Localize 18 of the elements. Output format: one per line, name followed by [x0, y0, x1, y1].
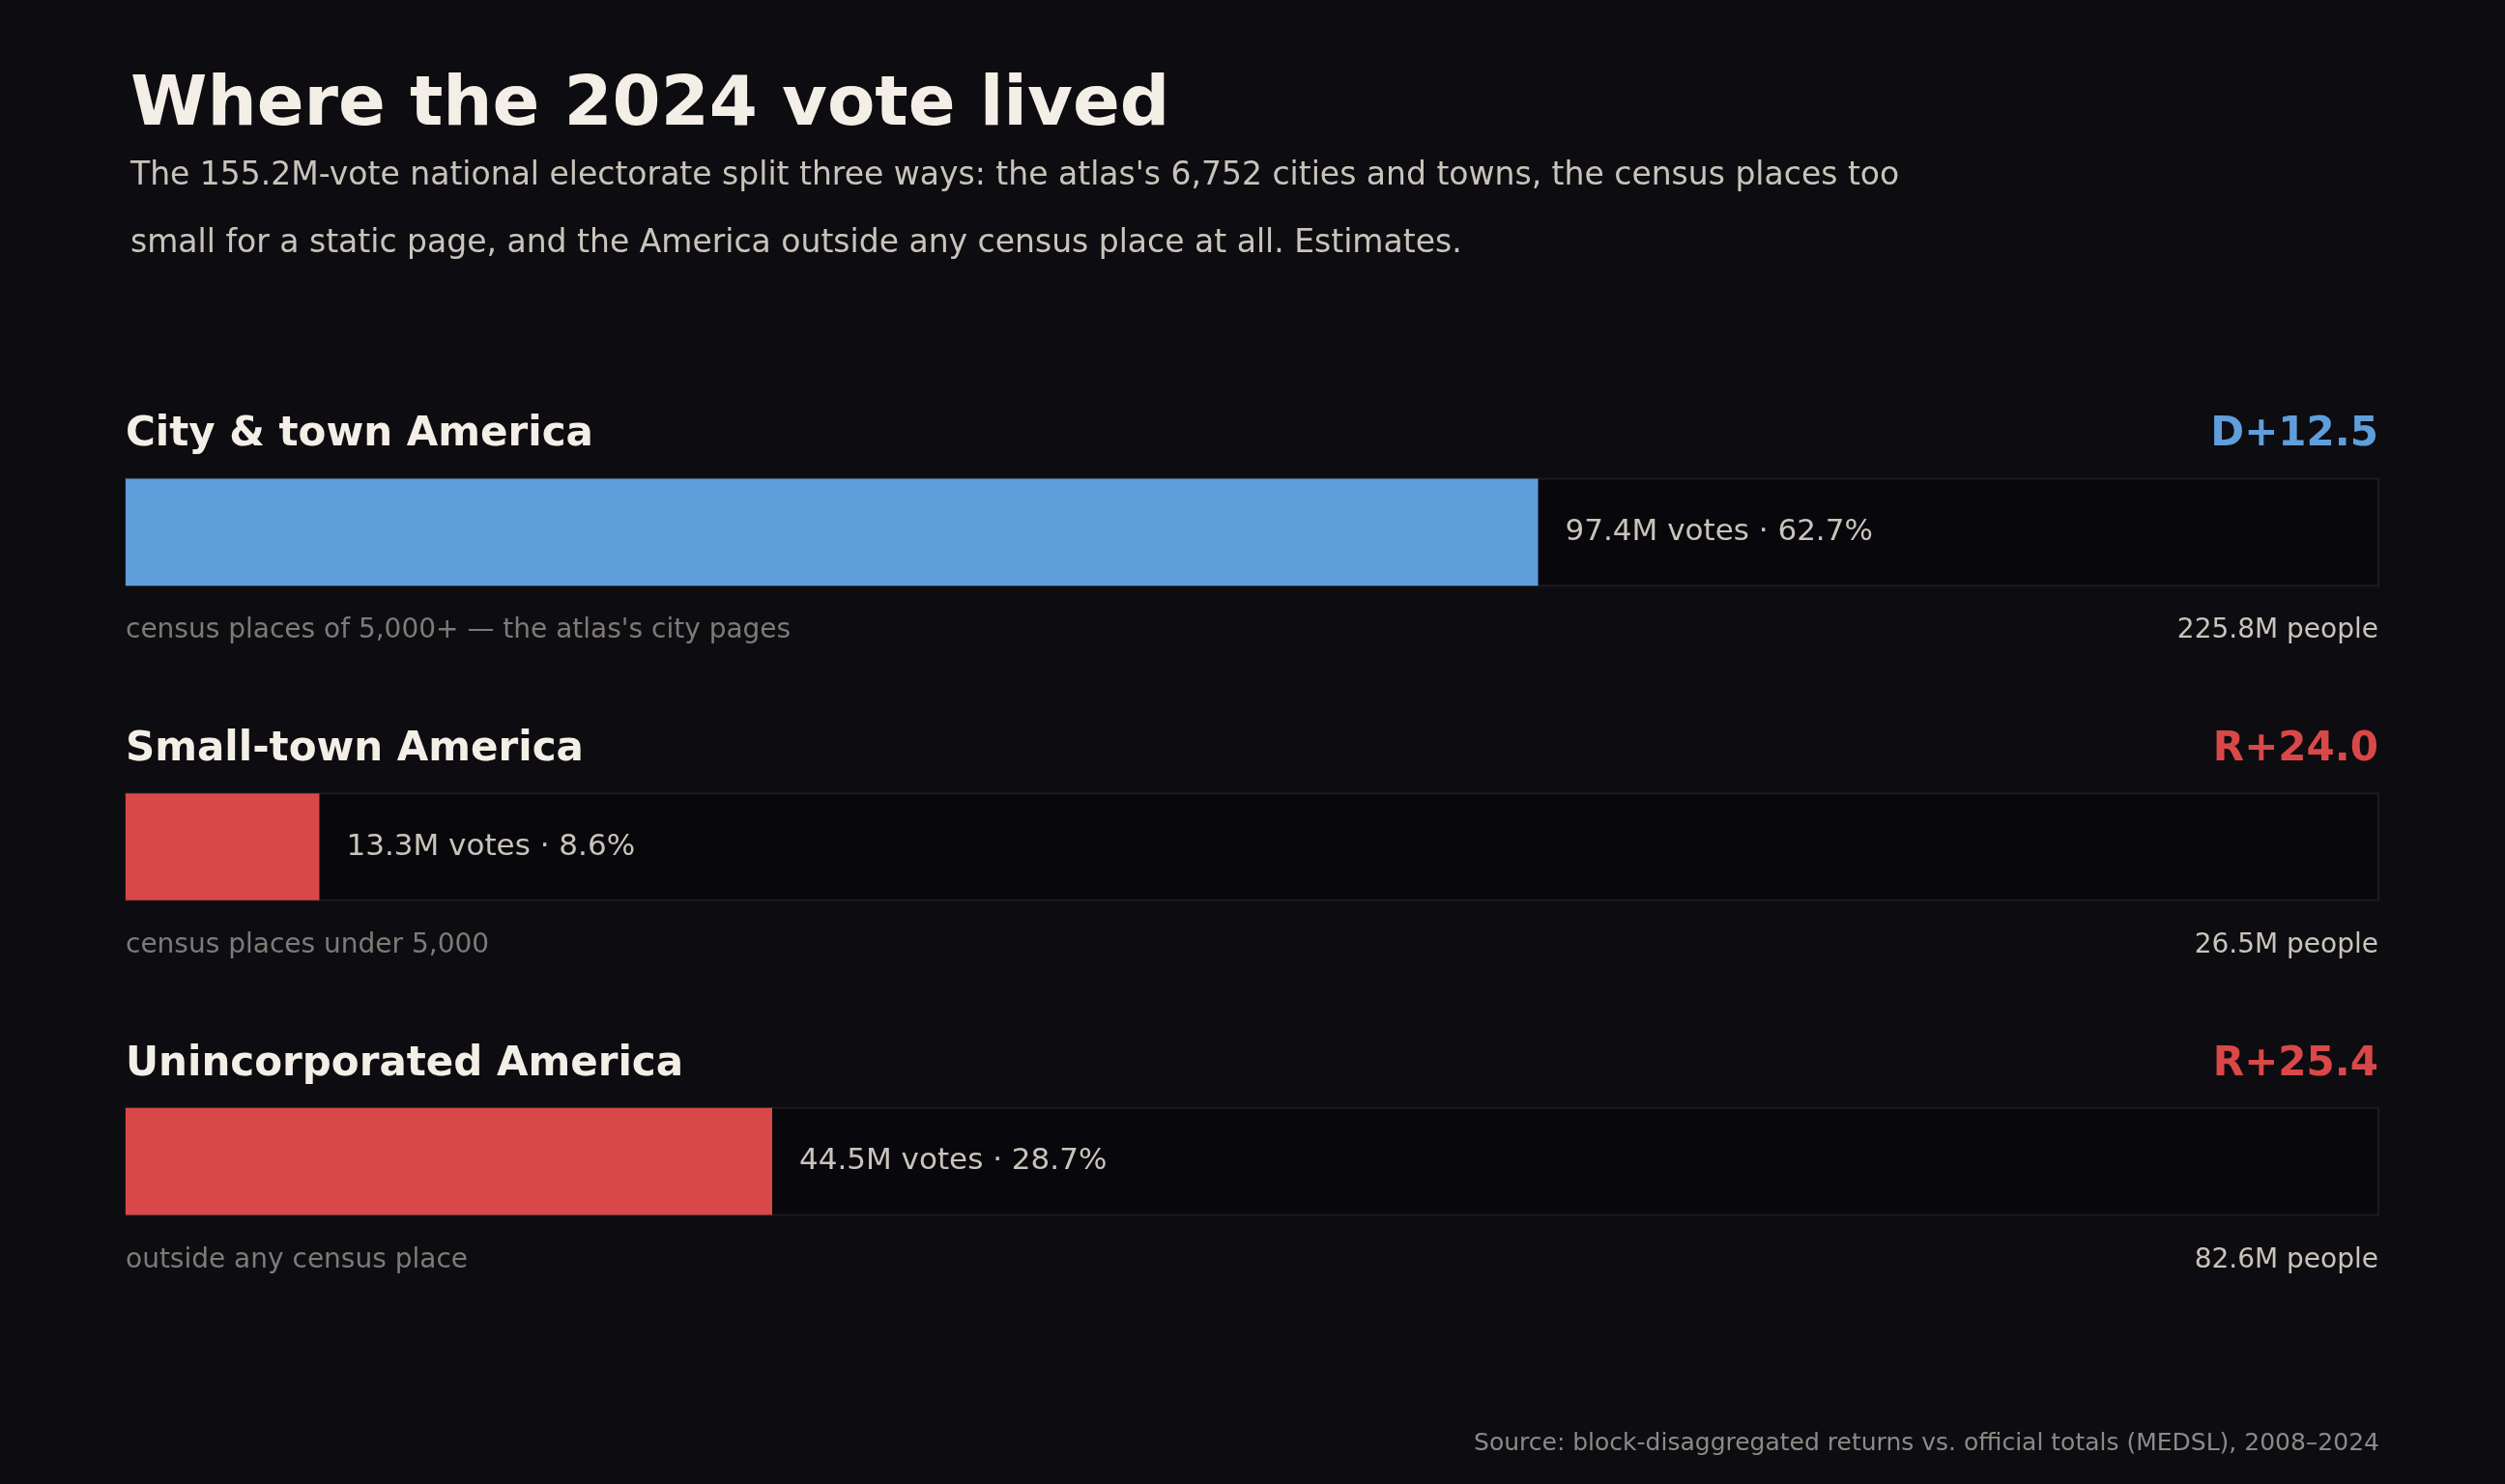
text: outside any census place	[126, 1241, 469, 1274]
data-label: 13.3M votes · 8.6%	[346, 826, 636, 862]
data-label: 97.4M votes · 62.7%	[1565, 511, 1873, 547]
y-tick-label: Unincorporated America	[126, 1037, 684, 1085]
annotation: census places under 5,000	[126, 928, 490, 960]
chart-title: Where the 2024 vote lived	[130, 60, 1170, 141]
annotation: D+12.5	[2210, 408, 2378, 456]
y-tick-label: City & town America	[126, 408, 593, 456]
annotation: 225.8M people	[2176, 613, 2378, 645]
chart-subtitle: The 155.2M-vote national electorate split three ways: the atlas's 6,752 cities and towns, the census places too small for a static page, and the America outside any census place at all. Estimates.	[130, 154, 1901, 262]
source-note: Source: block-disaggregated returns vs. official totals (MEDSL), 2008–2024	[1474, 1428, 2379, 1456]
data-label: 44.5M votes · 28.7%	[799, 1141, 1108, 1177]
annotation: R+24.0	[2212, 723, 2378, 771]
annotation: census places of 5,000+ — the atlas's city pages	[126, 613, 792, 645]
y-tick-label: Small-town America	[126, 723, 584, 771]
annotation: R+25.4	[2212, 1037, 2378, 1085]
text: 82.6M people	[2194, 1241, 2378, 1274]
annotation: 26.5M people	[2194, 928, 2378, 960]
